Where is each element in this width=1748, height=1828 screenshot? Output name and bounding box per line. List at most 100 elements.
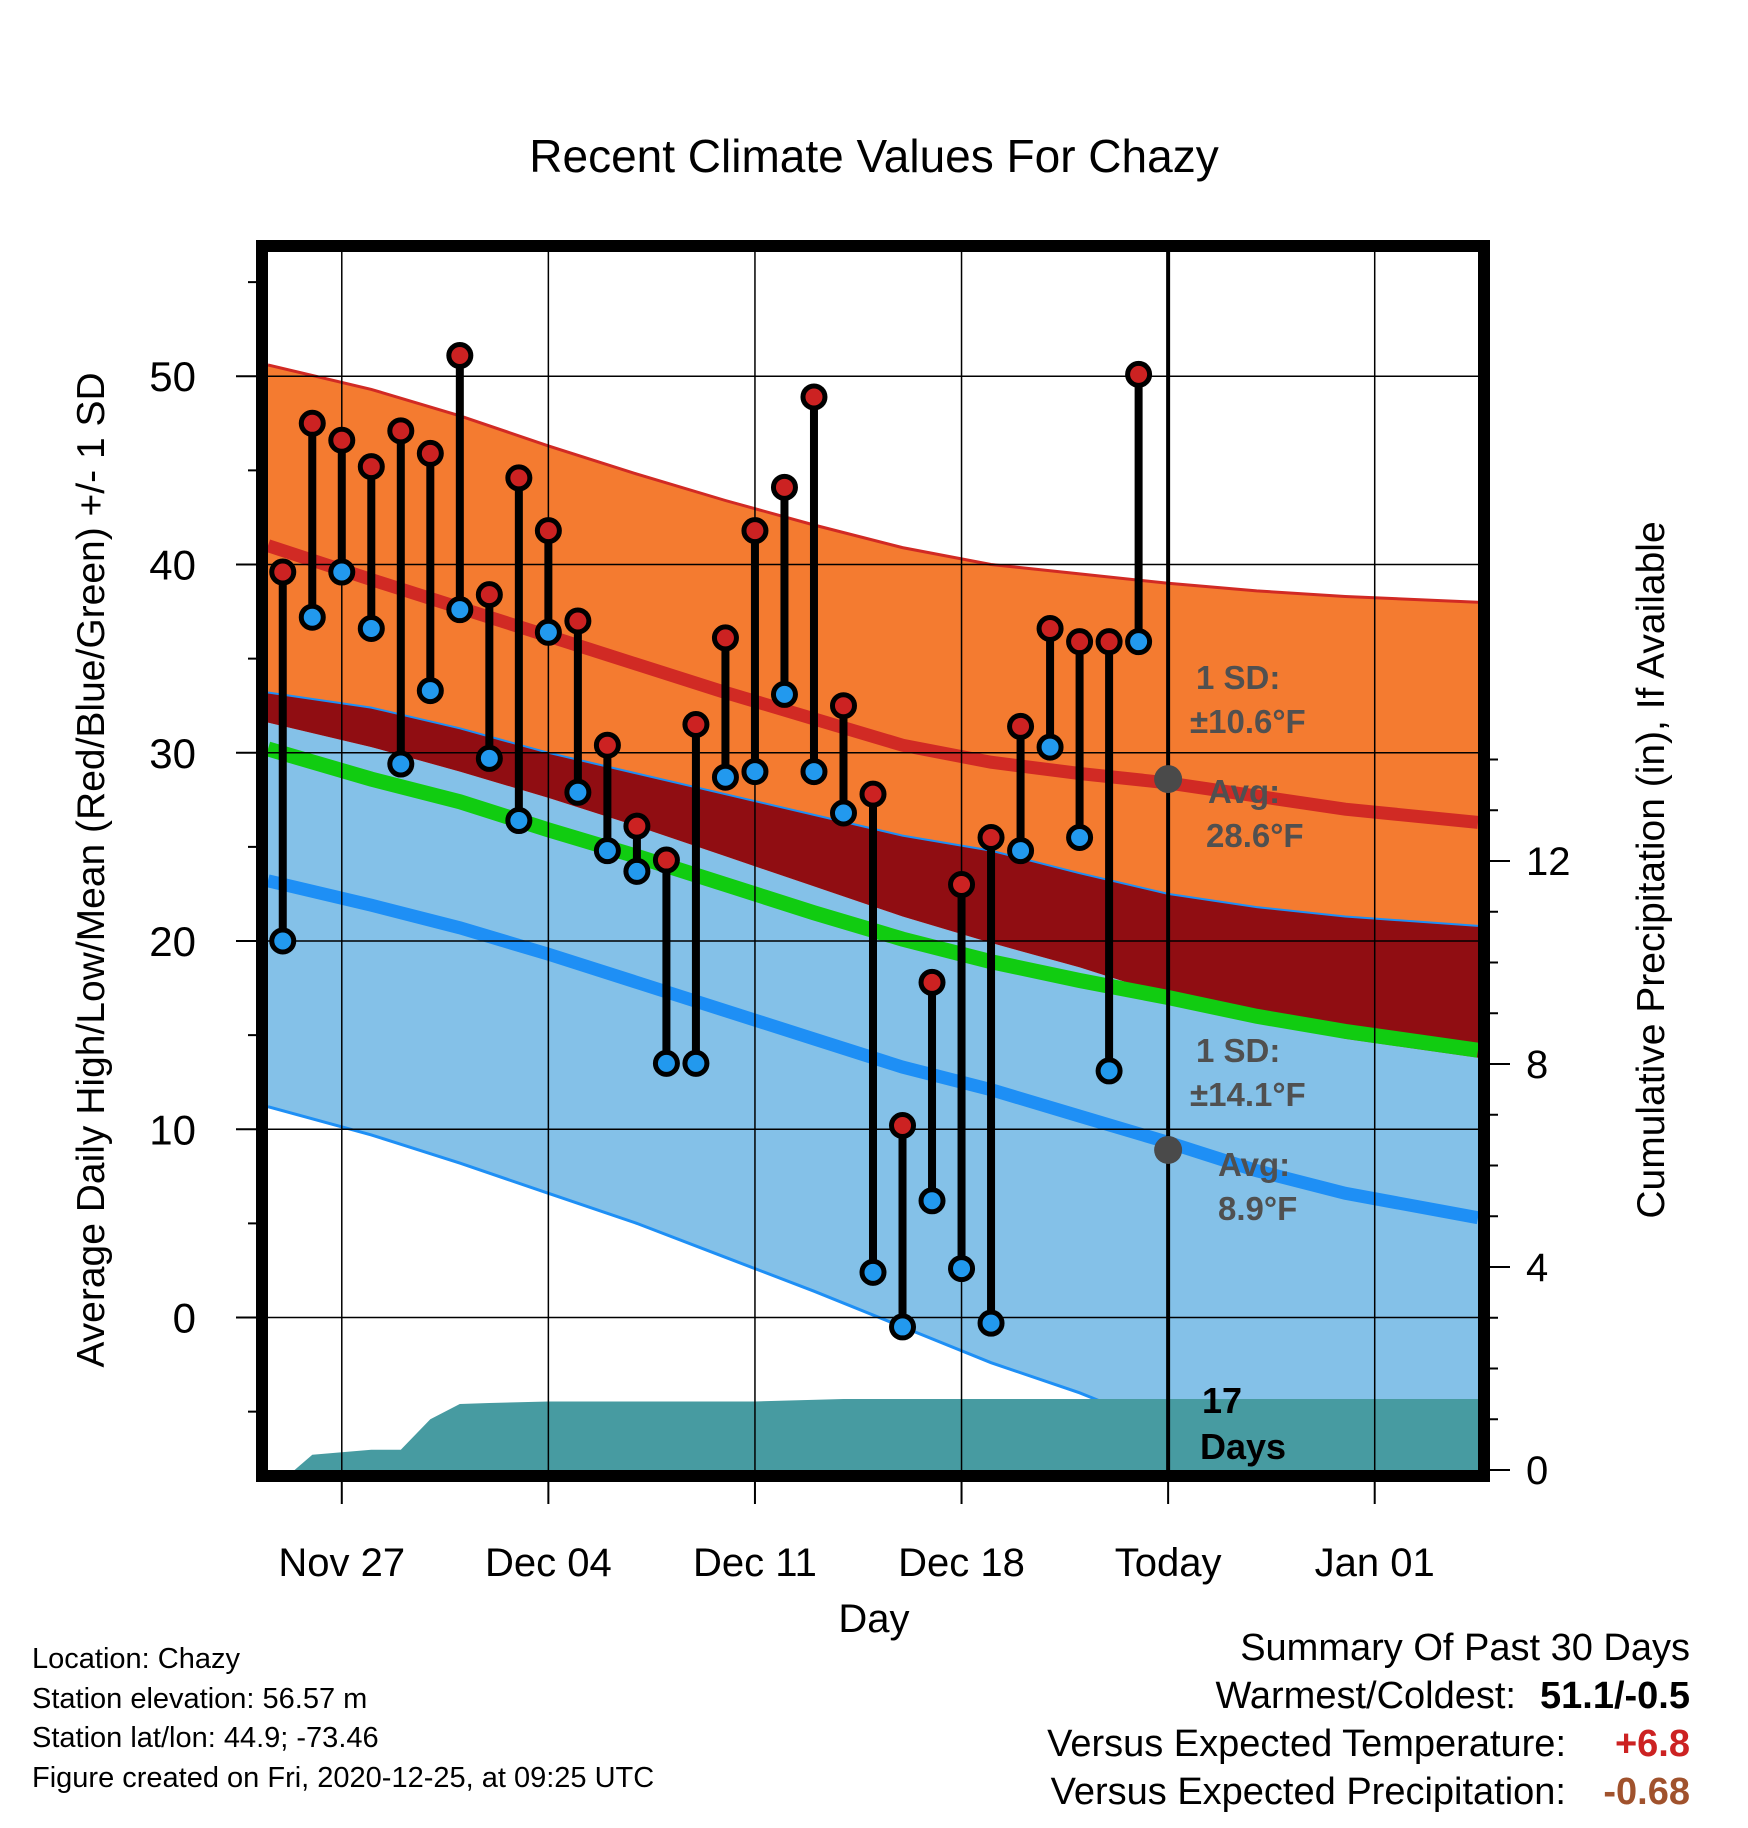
low-temp-point: [800, 758, 828, 786]
y2-tick-label: 0: [1526, 1449, 1548, 1493]
high-temp-point: [475, 581, 503, 609]
high-sd-value: ±10.6°F: [1190, 703, 1306, 740]
high-avg-value: 28.6°F: [1206, 817, 1304, 854]
low-temp-point: [593, 837, 621, 865]
high-upper-edge: [268, 363, 1478, 604]
precipitation-area: [268, 1399, 1478, 1470]
high-temp-point: [387, 417, 415, 445]
summary-precipitation-label: Versus Expected Precipitation:: [1050, 1771, 1566, 1813]
low-temp-point: [977, 1309, 1005, 1337]
high-temp-point: [711, 624, 739, 652]
low-temp-point: [1007, 837, 1035, 865]
low-temp-point: [328, 558, 356, 586]
x-tick-label: Dec 11: [693, 1541, 817, 1585]
low-temp-point: [475, 744, 503, 772]
low-temp-point: [564, 778, 592, 806]
station-elevation-text: Station elevation: 56.57 m: [32, 1683, 368, 1715]
low-normal-line: [268, 874, 1478, 1225]
y-tick-label: 40: [149, 542, 196, 589]
high-lower-edge: [268, 691, 1478, 927]
high-normal-line: [268, 539, 1478, 829]
high-temp-point: [977, 823, 1005, 851]
high-sd-label: 1 SD:: [1196, 659, 1280, 696]
high-temp-point: [652, 846, 680, 874]
y2-tick-label: 4: [1526, 1246, 1548, 1290]
high-temp-point: [1095, 628, 1123, 656]
high-temp-point: [889, 1111, 917, 1139]
low-sd-value: ±14.1°F: [1190, 1076, 1306, 1113]
low-temp-point: [298, 603, 326, 631]
summary-warmest-label: Warmest/Coldest:: [1215, 1675, 1516, 1717]
low-temp-point: [652, 1049, 680, 1077]
low-avg-label: Avg:: [1218, 1146, 1290, 1183]
low-temp-point: [859, 1258, 887, 1286]
high-temp-point: [770, 473, 798, 501]
high-temp-point: [1036, 615, 1064, 643]
y2-axis-label: Cumulative Precipitation (in), If Availa…: [1630, 521, 1673, 1218]
high-temp-point: [623, 812, 651, 840]
y-tick-label: 30: [149, 730, 196, 777]
high-temp-point: [534, 517, 562, 545]
y-tick-label: 10: [149, 1106, 196, 1153]
high-temp-point: [446, 342, 474, 370]
low-temp-point: [357, 615, 385, 643]
x-tick-label: Dec 18: [898, 1541, 1025, 1585]
low-sd-label: 1 SD:: [1196, 1032, 1280, 1069]
high-temp-point: [859, 780, 887, 808]
location-text: Location: Chazy: [32, 1643, 240, 1675]
low-temp-point: [446, 596, 474, 624]
x-axis-label: Day: [838, 1597, 909, 1641]
low-temp-point: [741, 758, 769, 786]
high-avg-marker: [1154, 765, 1183, 794]
summary-warmest-value: 51.1/-0.5: [1540, 1675, 1690, 1717]
high-temp-point: [1066, 628, 1094, 656]
low-temp-point: [1066, 823, 1094, 851]
low-temp-point: [1095, 1057, 1123, 1085]
high-temp-point: [1125, 360, 1153, 388]
y-tick-label: 20: [149, 918, 196, 965]
summary-temperature-value: +6.8: [1614, 1723, 1690, 1765]
figure-created-text: Figure created on Fri, 2020-12-25, at 09…: [32, 1762, 655, 1794]
low-temp-point: [1036, 733, 1064, 761]
x-tick-label: Nov 27: [278, 1541, 405, 1585]
low-temp-point: [505, 807, 533, 835]
summary-title: Summary Of Past 30 Days: [1240, 1627, 1690, 1669]
high-temp-point: [505, 464, 533, 492]
low-temp-point: [918, 1187, 946, 1215]
high-temp-point: [918, 968, 946, 996]
high-temp-point: [1007, 712, 1035, 740]
plot-area: [268, 252, 1478, 1470]
low-temp-point: [1125, 628, 1153, 656]
summary-precipitation-value: -0.68: [1603, 1771, 1690, 1813]
high-temp-point: [829, 692, 857, 720]
high-temp-point: [564, 607, 592, 635]
plot-frame: [256, 240, 1490, 1482]
y2-tick-label: 12: [1526, 840, 1571, 884]
x-tick-label: Jan 01: [1315, 1541, 1435, 1585]
high-temp-point: [328, 426, 356, 454]
low-temp-point: [416, 677, 444, 705]
low-temp-point: [534, 618, 562, 646]
chart-title: Recent Climate Values For Chazy: [529, 130, 1218, 182]
high-temp-point: [416, 439, 444, 467]
low-avg-marker: [1154, 1135, 1183, 1164]
y-tick-label: 50: [149, 353, 196, 400]
low-temp-point: [387, 750, 415, 778]
high-temp-point: [741, 517, 769, 545]
low-temp-point: [948, 1255, 976, 1283]
low-temp-point: [889, 1313, 917, 1341]
high-temp-point: [298, 409, 326, 437]
low-temp-point: [711, 763, 739, 791]
high-temp-point: [357, 453, 385, 481]
summary-precipitation-row: Versus Expected Precipitation: -0.68: [1051, 1771, 1690, 1814]
low-temp-point: [269, 927, 297, 955]
days-count: 17: [1202, 1380, 1242, 1421]
y-axis-label: Average Daily High/Low/Mean (Red/Blue/Gr…: [70, 372, 113, 1367]
high-temp-point: [593, 731, 621, 759]
low-avg-value: 8.9°F: [1218, 1190, 1297, 1227]
low-temp-point: [623, 857, 651, 885]
high-avg-label: Avg:: [1208, 773, 1280, 810]
low-temp-point: [682, 1049, 710, 1077]
y2-tick-label: 8: [1526, 1043, 1548, 1087]
